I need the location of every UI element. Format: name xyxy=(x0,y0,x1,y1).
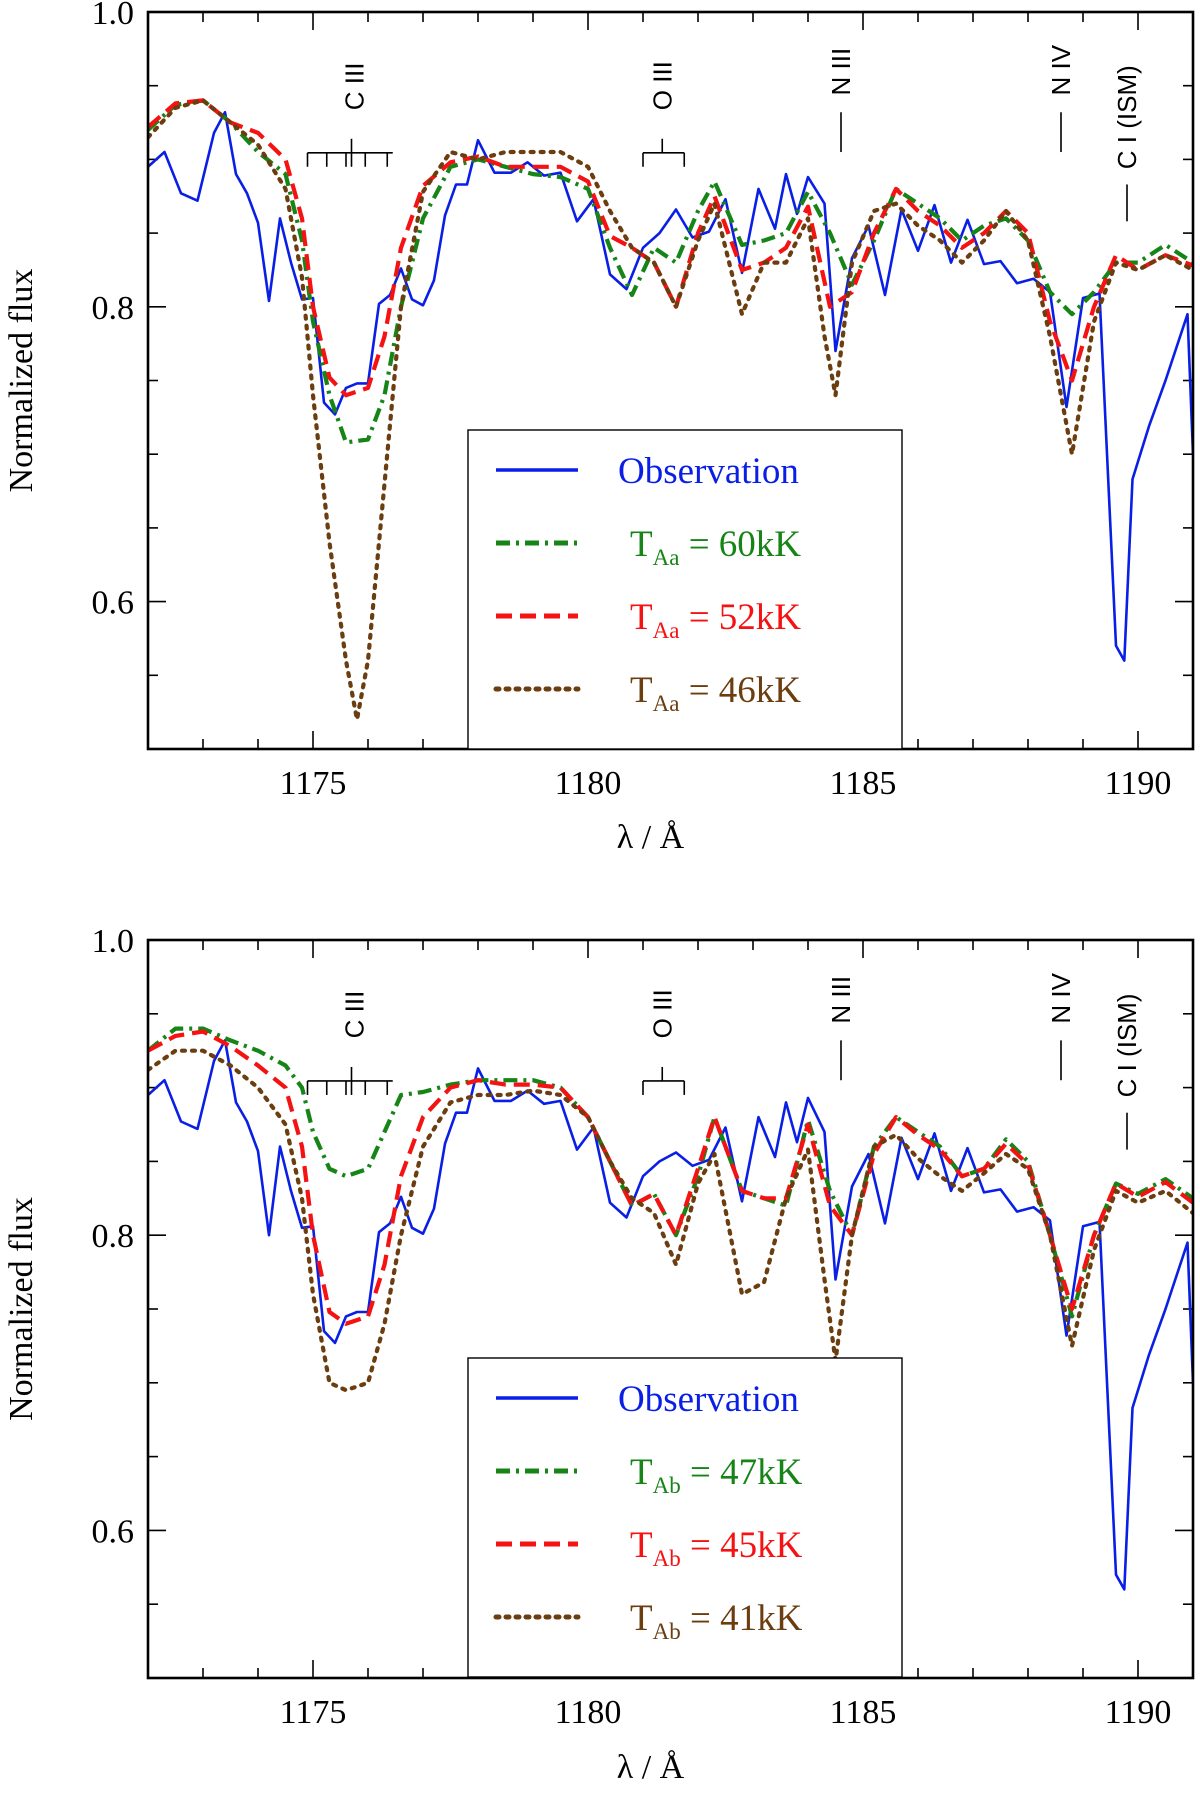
x-axis-label: λ / Å xyxy=(617,1749,685,1786)
y-tick-label: 0.6 xyxy=(92,1513,135,1550)
x-tick-label: 1190 xyxy=(1105,765,1172,802)
line-id-label: N IV xyxy=(1046,972,1076,1023)
y-tick-label: 1.0 xyxy=(92,923,135,960)
legend-entry-label: TAa = 52kK xyxy=(630,597,801,643)
x-axis-label: λ / Å xyxy=(617,819,685,856)
series-line-model-2 xyxy=(148,98,1193,398)
line-id-label: C I (ISM) xyxy=(1112,65,1142,169)
series-line-model-2 xyxy=(148,1029,1193,1326)
x-tick-label: 1175 xyxy=(280,1694,347,1731)
chart-panel-2: 1175 1180 1185 1190 0.6 0.8 1.0 λ / Å Normalized… xyxy=(3,923,1195,1786)
legend-box xyxy=(467,1357,903,1678)
y-axis-label: Normalized flux xyxy=(3,1197,40,1421)
legend-entry-label: TAb = 41kK xyxy=(630,1598,803,1644)
legend: Observation TAb = 47kK TAb = 45kK TAb = 41k… xyxy=(467,1357,903,1678)
y-tick-label: 1.0 xyxy=(92,0,135,32)
chart-panel-1: 1175 1180 1185 1190 0.6 0.8 1.0 λ / Å Normalized… xyxy=(3,0,1195,856)
x-tick-label: 1180 xyxy=(555,1694,622,1731)
legend: Observation TAa = 60kK TAa = 52kK TAa = 46k… xyxy=(467,429,903,750)
line-id-label: N IV xyxy=(1046,44,1076,95)
legend-entry-label: TAb = 45kK xyxy=(630,1525,803,1571)
line-identifications xyxy=(306,1040,1128,1150)
y-tick-label: 0.8 xyxy=(92,290,135,327)
plot-frame xyxy=(146,938,1195,1680)
line-id-label: C III xyxy=(339,63,369,111)
line-id-label: C I (ISM) xyxy=(1112,993,1142,1097)
line-id-label: O III xyxy=(647,989,677,1038)
line-id-label: O III xyxy=(647,61,677,110)
legend-entry-label: TAa = 60kK xyxy=(630,524,801,570)
line-id-label: N III xyxy=(826,48,856,96)
y-tick-label: 0.6 xyxy=(92,585,135,622)
legend-entry-label: Observation xyxy=(618,1379,799,1420)
legend-entry-label: TAa = 46kK xyxy=(630,670,801,716)
series-line-model-3 xyxy=(148,1048,1193,1393)
x-tick-label: 1180 xyxy=(555,765,622,802)
legend-entry-label: Observation xyxy=(618,451,799,492)
legend-entry-label: TAb = 47kK xyxy=(630,1452,803,1498)
series-line-model-3 xyxy=(148,98,1193,722)
legend-box xyxy=(467,429,903,750)
y-tick-label: 0.8 xyxy=(92,1218,135,1255)
x-tick-label: 1185 xyxy=(830,1694,897,1731)
series-group xyxy=(148,1026,1193,1591)
line-id-label: N III xyxy=(826,976,856,1024)
x-tick-label: 1175 xyxy=(280,765,347,802)
line-id-label: C III xyxy=(339,991,369,1039)
line-identifications xyxy=(306,112,1128,222)
x-tick-label: 1190 xyxy=(1105,1694,1172,1731)
series-group xyxy=(148,98,1193,722)
x-tick-label: 1185 xyxy=(830,765,897,802)
series-line-model-1 xyxy=(148,1026,1193,1319)
y-axis-label: Normalized flux xyxy=(3,269,40,493)
